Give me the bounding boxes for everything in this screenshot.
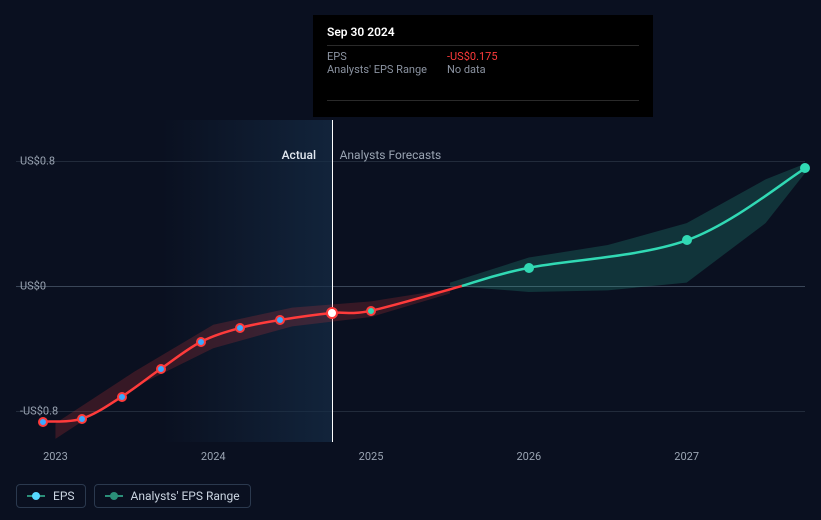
- eps-point-actual[interactable]: [275, 315, 285, 325]
- eps-point-actual[interactable]: [77, 414, 87, 424]
- x-axis-label: 2023: [43, 450, 68, 463]
- chart-svg: [16, 120, 805, 442]
- tooltip-divider: [327, 100, 639, 101]
- eps-point-actual[interactable]: [156, 364, 166, 374]
- legend-item-eps[interactable]: EPS: [16, 484, 86, 508]
- tooltip-row-range: Analysts' EPS Range No data: [327, 63, 639, 76]
- tooltip-panel: Sep 30 2024 EPS -US$0.175 Analysts' EPS …: [313, 15, 653, 117]
- tooltip-row-eps: EPS -US$0.175: [327, 50, 639, 63]
- legend-label: EPS: [53, 489, 75, 503]
- eps-point-forecast[interactable]: [366, 306, 376, 316]
- legend-marker-range: [105, 491, 123, 501]
- legend: EPS Analysts' EPS Range: [16, 484, 251, 508]
- range-band-negative: [55, 289, 450, 439]
- tooltip-value: -US$0.175: [447, 50, 498, 63]
- eps-point-actual[interactable]: [117, 392, 127, 402]
- tooltip-key: Analysts' EPS Range: [327, 63, 447, 76]
- eps-point-actual[interactable]: [235, 323, 245, 333]
- x-axis-label: 2025: [359, 450, 384, 463]
- eps-point-forecast[interactable]: [682, 235, 692, 245]
- eps-point-forecast[interactable]: [524, 263, 534, 273]
- eps-point-actual[interactable]: [326, 307, 338, 319]
- eps-point-actual[interactable]: [38, 417, 48, 427]
- x-axis-label: 2026: [516, 450, 541, 463]
- x-axis-label: 2024: [201, 450, 226, 463]
- tooltip-key: EPS: [327, 50, 447, 63]
- x-axis-label: 2027: [674, 450, 699, 463]
- eps-point-actual[interactable]: [196, 337, 206, 347]
- legend-item-range[interactable]: Analysts' EPS Range: [94, 484, 251, 508]
- x-axis: 2023 2024 2025 2026 2027: [16, 450, 805, 468]
- tooltip-value: No data: [447, 63, 486, 76]
- chart-area[interactable]: US$0.8US$0-US$0.8ActualAnalysts Forecast…: [16, 120, 805, 442]
- legend-marker-eps: [27, 491, 45, 501]
- tooltip-title: Sep 30 2024: [327, 25, 639, 46]
- eps-point-forecast[interactable]: [800, 163, 810, 173]
- legend-label: Analysts' EPS Range: [131, 489, 240, 503]
